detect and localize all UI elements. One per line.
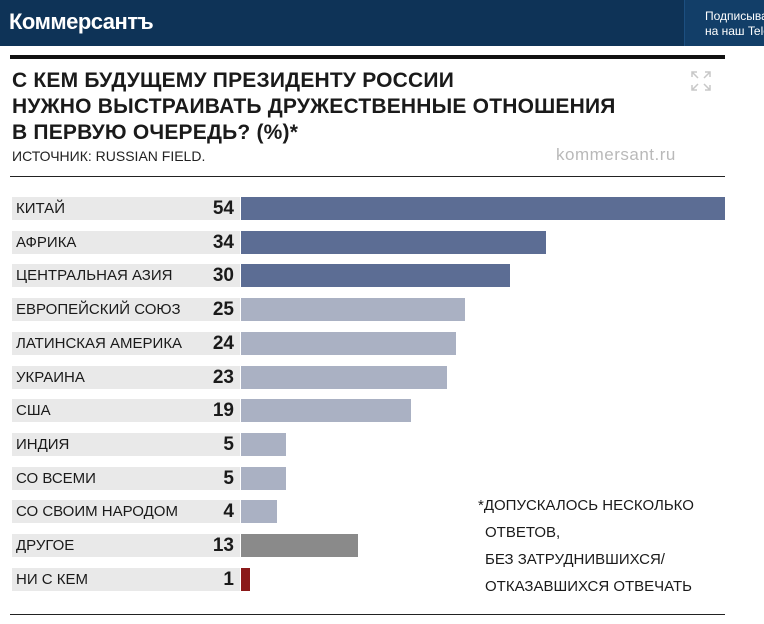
row-background [12,432,240,456]
row-background [12,298,240,322]
expand-icon[interactable] [690,70,712,92]
category-label: НИ С КЕМ [16,570,89,588]
category-label: ЕВРОПЕЙСКИЙ СОЮЗ [16,301,181,319]
footnote-line-2: ОТВЕТОВ, [485,524,561,541]
bar [241,264,510,288]
bar [241,331,457,355]
value-label: 5 [223,433,234,455]
bar [241,197,725,220]
row-background [12,466,240,490]
top-rule [10,55,725,59]
bar [241,230,546,254]
site-header: Коммерсантъ Подписывайтесь на наш Telegr… [0,0,764,46]
bar [241,399,412,423]
category-label: СО ВСЕМИ [16,469,96,487]
header-divider [10,176,725,177]
bar [241,567,250,591]
category-label: УКРАИНА [16,368,85,386]
value-label: 1 [223,568,234,590]
row-background [12,534,240,557]
bar [241,534,358,557]
value-label: 34 [212,231,234,253]
promo-text-line-1: Подписывайтесь [705,9,764,23]
row-background [12,500,240,524]
category-label: ЛАТИНСКАЯ АМЕРИКА [16,334,183,352]
value-label: 23 [212,366,234,388]
telegram-promo[interactable]: Подписывайтесь на наш Telegram [684,0,764,46]
footer-divider [10,614,725,615]
row-background [12,567,240,591]
row-background [12,230,240,254]
footnote-line-3: БЕЗ ЗАТРУДНИВШИХСЯ/ [485,551,665,568]
value-label: 5 [223,467,234,489]
value-label: 4 [223,501,234,523]
category-label: СО СВОИМ НАРОДОМ [16,503,178,521]
value-label: 25 [212,299,234,321]
category-label: АФРИКА [16,233,77,251]
chart-source: ИСТОЧНИК: RUSSIAN FIELD. [12,148,206,164]
bar [241,432,286,456]
value-label: 19 [212,400,234,422]
row-background [12,197,240,220]
bar [241,500,277,524]
bar [241,298,466,322]
chart-title-line-3: В ПЕРВУЮ ОЧЕРЕДЬ? (%)* [12,121,299,144]
row-background [12,365,240,389]
chart-footnote: *ДОПУСКАЛОСЬ НЕСКОЛЬКО ОТВЕТОВ, БЕЗ ЗАТР… [478,492,738,600]
promo-text-line-2: на наш Telegram [705,24,764,38]
bar [241,466,286,490]
category-label: ИНДИЯ [16,435,70,453]
row-background [12,331,240,355]
chart-title: С КЕМ БУДУЩЕМУ ПРЕЗИДЕНТУ РОССИИ НУЖНО В… [12,68,692,146]
value-label: 13 [212,535,234,556]
chart-title-line-1: С КЕМ БУДУЩЕМУ ПРЕЗИДЕНТУ РОССИИ [12,69,454,92]
footnote-line-4: ОТКАЗАВШИХСЯ ОТВЕЧАТЬ [485,578,693,595]
category-label: КИТАЙ [16,200,65,217]
row-background [12,264,240,288]
row-background [12,399,240,423]
category-label: США [16,402,51,420]
bar [241,365,448,389]
value-label: 54 [212,198,234,219]
category-label: ЦЕНТРАЛЬНАЯ АЗИЯ [16,267,173,285]
site-watermark: kommersant.ru [556,145,676,164]
footnote-line-1: *ДОПУСКАЛОСЬ НЕСКОЛЬКО [478,497,694,514]
chart-title-line-2: НУЖНО ВЫСТРАИВАТЬ ДРУЖЕСТВЕННЫЕ ОТНОШЕНИ… [12,95,616,118]
category-label: ДРУГОЕ [16,537,75,554]
site-logo[interactable]: Коммерсантъ [9,9,154,34]
value-label: 30 [212,265,234,287]
value-label: 24 [212,332,234,354]
